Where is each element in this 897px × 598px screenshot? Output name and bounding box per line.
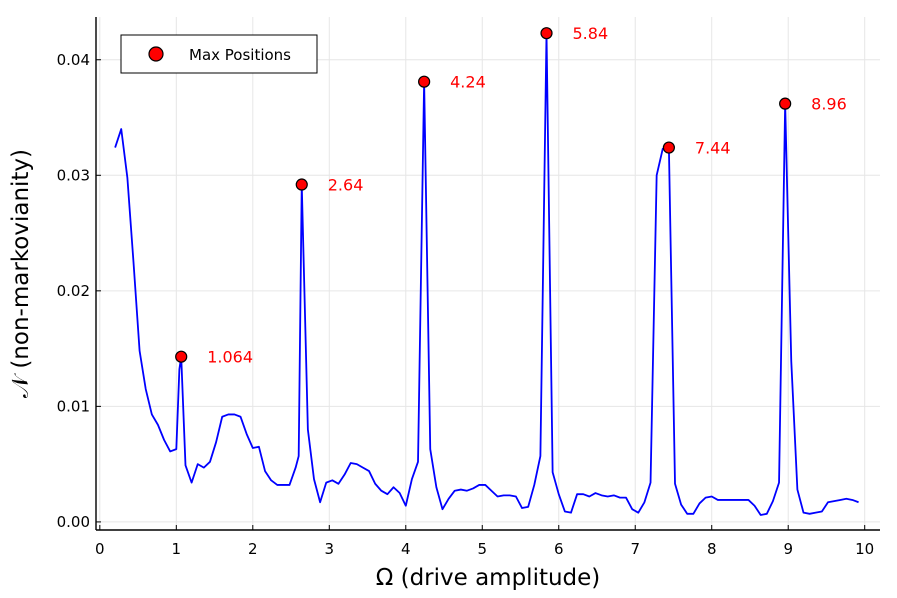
x-tick-label: 1 [172,540,182,558]
max-marker [175,350,188,363]
grid [96,17,880,530]
axes [95,17,880,531]
x-tick-label: 0 [95,540,105,558]
x-tick-label: 7 [630,540,640,558]
x-tick-label: 6 [554,540,564,558]
series-layer [114,32,859,516]
x-ticks: 0 1 2 3 4 5 6 7 8 9 10 [95,525,874,558]
y-tick-label: 0.01 [57,397,90,415]
x-tick-label: 3 [325,540,335,558]
x-tick-label: 2 [248,540,258,558]
x-tick-label: 10 [855,540,874,558]
x-axis-label: Ω (drive amplitude) [376,565,601,591]
y-tick-label: 0.02 [57,282,90,300]
max-annotations: 1.064 2.64 4.24 5.84 7.44 8.96 [207,24,847,367]
max-annotation: 5.84 [573,24,609,43]
y-tick-label: 0.04 [57,51,90,69]
max-annotation: 8.96 [811,95,847,114]
x-tick-label: 5 [477,540,487,558]
max-marker [662,141,675,154]
series-line [114,32,859,516]
max-marker [540,27,553,40]
y-axis-label: 𝒩 (non-markovianity) [8,149,34,398]
x-tick-label: 8 [707,540,717,558]
x-tick-label: 9 [783,540,793,558]
y-ticks: 0.00 0.01 0.02 0.03 0.04 [57,51,101,531]
x-tick-label: 4 [401,540,411,558]
max-annotation: 2.64 [328,176,364,195]
max-annotation: 4.24 [450,73,486,92]
legend: Max Positions [120,34,318,74]
max-annotation: 7.44 [695,139,731,158]
max-annotation: 1.064 [207,348,253,367]
y-tick-label: 0.00 [57,513,90,531]
max-marker [295,178,308,191]
max-marker [779,97,792,110]
max-marker [418,75,431,88]
y-tick-label: 0.03 [57,166,90,184]
legend-label: Max Positions [189,46,291,64]
legend-marker [148,46,164,62]
max-markers [175,27,792,363]
